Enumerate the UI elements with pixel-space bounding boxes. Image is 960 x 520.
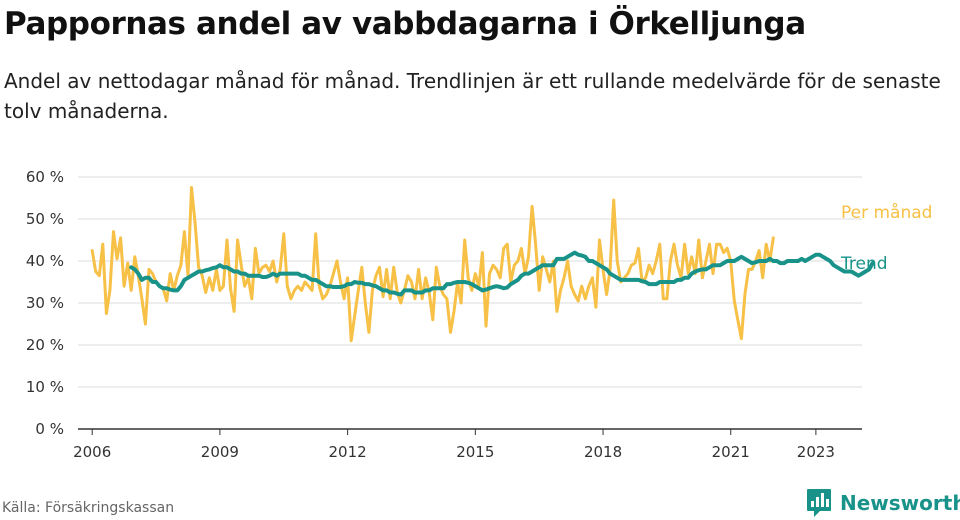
- x-tick-label: 2015: [456, 443, 494, 461]
- chart-title: Pappornas andel av vabbdagarna i Örkellj…: [4, 6, 806, 42]
- brand-logo: Newsworthy: [806, 488, 960, 518]
- bar-chart-speech-bubble-icon: [807, 489, 831, 517]
- y-tick-label: 20 %: [26, 336, 64, 354]
- brand-name: Newsworthy: [840, 491, 960, 515]
- y-tick-label: 0 %: [35, 420, 64, 438]
- x-tick-label: 2012: [329, 443, 367, 461]
- x-tick-label: 2021: [712, 443, 750, 461]
- x-tick-label: 2006: [73, 443, 111, 461]
- y-tick-label: 50 %: [26, 210, 64, 228]
- y-tick-label: 30 %: [26, 294, 64, 312]
- source-note: Källa: Försäkringskassan: [2, 500, 175, 516]
- x-tick-label: 2023: [797, 443, 835, 461]
- monthly-series-line: [90, 186, 775, 343]
- x-tick-label: 2018: [584, 443, 622, 461]
- y-tick-label: 60 %: [26, 168, 64, 186]
- y-tick-label: 40 %: [26, 252, 64, 270]
- chart-subtitle: Andel av nettodagar månad för månad. Tre…: [4, 69, 941, 123]
- monthly-series-label: Per månad: [841, 202, 932, 223]
- y-tick-label: 10 %: [26, 378, 64, 396]
- trend-series-line: [129, 250, 875, 297]
- trend-series-label: Trend: [840, 254, 888, 274]
- x-tick-label: 2009: [201, 443, 239, 461]
